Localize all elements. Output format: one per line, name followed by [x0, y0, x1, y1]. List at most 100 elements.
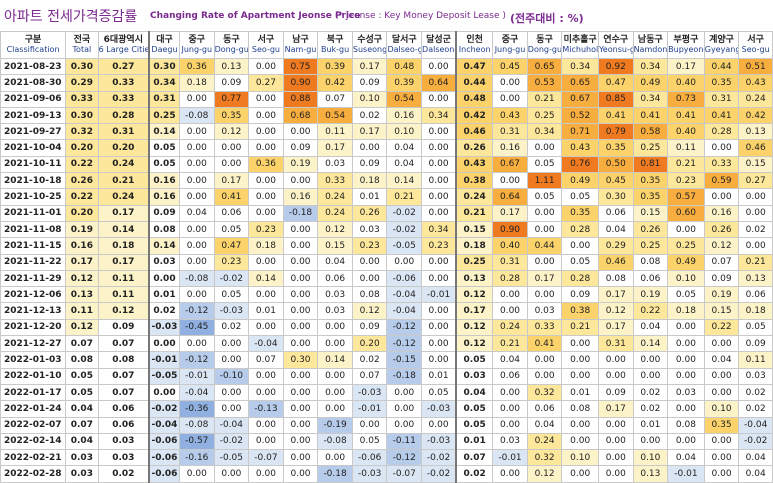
rate-cell: 0.08: [561, 400, 599, 418]
rate-cell: 0.12: [97, 302, 150, 320]
rate-cell: 0.02: [738, 220, 773, 239]
rate-cell: 0.00: [421, 188, 457, 206]
rate-cell: 0.08: [597, 269, 634, 288]
column-header-korean: 동구: [536, 35, 553, 45]
rate-cell: -0.18: [282, 204, 319, 222]
rate-cell: 0.07: [248, 351, 284, 369]
rate-cell: 0.01: [148, 286, 180, 304]
rate-cell: 0.00: [421, 269, 457, 288]
rate-cell: 0.00: [421, 90, 457, 108]
rate-cell: 0.16: [703, 204, 740, 222]
rate-cell: 0.60: [667, 204, 705, 222]
rate-cell: 0.33: [97, 90, 150, 108]
rate-cell: 0.04: [178, 204, 215, 222]
rate-cell: 0.12: [65, 318, 99, 337]
rate-cell: 0.75: [282, 57, 319, 76]
rate-cell: 0.36: [178, 57, 215, 76]
rate-cell: 0.41: [632, 106, 669, 125]
rate-cell: 0.00: [386, 400, 423, 418]
rate-cell: 0.23: [421, 237, 457, 255]
rate-cell: 0.04: [317, 253, 353, 271]
row-date: 2021-11-01: [0, 204, 67, 222]
column-header-korean: 서구: [747, 35, 764, 45]
rate-cell: 0.03: [526, 302, 563, 320]
rate-cell: 0.00: [317, 367, 353, 385]
rate-cell: 0.15: [703, 302, 740, 320]
rate-cell: 0.00: [178, 237, 215, 255]
rate-cell: 0.28: [97, 106, 150, 125]
rate-cell: 0.00: [526, 286, 563, 304]
column-header-korean: 전국: [73, 35, 91, 45]
rate-cell: 0.14: [386, 172, 423, 190]
rate-cell: 0.00: [667, 351, 705, 369]
table-row: 2022-01-17 0.05 0.07 0.00 -0.04 0.00 0.00 0.00 0…: [0, 383, 773, 402]
column-header-english: Gyeyang-gu: [704, 45, 738, 54]
rate-cell: 0.14: [632, 335, 669, 353]
rate-cell: 0.25: [526, 106, 563, 125]
rate-cell: 0.00: [178, 90, 215, 108]
rate-cell: 0.04: [738, 449, 773, 467]
rate-cell: 0.02: [632, 383, 669, 402]
rate-cell: 0.50: [597, 155, 634, 174]
rate-cell: 0.00: [703, 139, 740, 157]
rate-cell: 0.52: [561, 106, 599, 125]
rate-cell: 0.31: [492, 123, 528, 141]
rate-cell: 0.47: [455, 57, 494, 76]
rate-cell: 0.00: [421, 416, 457, 434]
rate-cell: 0.05: [455, 416, 494, 434]
rate-cell: -0.04: [213, 416, 250, 434]
rate-cell: 0.33: [317, 172, 353, 190]
rate-cell: -0.45: [178, 318, 215, 337]
rate-cell: 0.06: [213, 204, 250, 222]
rate-cell: 0.04: [386, 139, 423, 157]
rate-cell: 0.41: [703, 106, 740, 125]
rate-cell: -0.04: [738, 416, 773, 434]
rate-cell: 0.00: [213, 400, 250, 418]
rate-cell: 0.12: [526, 465, 563, 483]
rate-cell: -0.08: [178, 416, 215, 434]
column-header: 달성군Dalseong-gun: [421, 31, 457, 59]
rate-cell: 0.27: [248, 74, 284, 92]
rate-cell: 0.12: [455, 335, 494, 353]
rate-cell: 0.09: [597, 383, 634, 402]
rate-cell: 0.85: [597, 90, 634, 108]
rate-cell: -0.05: [386, 237, 423, 255]
row-date: 2022-02-07: [0, 416, 67, 434]
table-row: 2021-11-01 0.20 0.17 0.09 0.04 0.06 0.00 -0.18 0…: [0, 204, 773, 222]
rate-cell: 0.28: [561, 220, 599, 239]
rate-cell: 0.04: [597, 220, 634, 239]
rate-cell: 0.07: [65, 335, 99, 353]
rate-cell: -0.03: [351, 465, 388, 483]
rate-cell: 0.05: [351, 432, 388, 451]
rate-cell: 0.38: [455, 172, 494, 190]
rate-cell: -0.02: [421, 449, 457, 467]
rate-cell: 0.44: [526, 237, 563, 255]
rate-cell: 0.04: [738, 465, 773, 483]
rate-cell: 0.24: [455, 188, 494, 206]
rate-cell: 0.00: [248, 123, 284, 141]
rate-cell: 0.03: [317, 286, 353, 304]
column-header: 서구 Seo-gu: [248, 31, 284, 59]
rate-cell: 0.65: [526, 57, 563, 76]
rate-cell: 0.35: [561, 204, 599, 222]
row-date: 2021-09-27: [0, 123, 67, 141]
rate-cell: 0.41: [667, 106, 705, 125]
rate-cell: 0.45: [597, 172, 634, 190]
rate-cell: 0.17: [597, 318, 634, 337]
rate-cell: -0.18: [317, 465, 353, 483]
rate-cell: 0.42: [317, 74, 353, 92]
rate-cell: -0.12: [386, 335, 423, 353]
column-header-english: Michuhol-gu: [562, 45, 599, 54]
rate-cell: 0.00: [178, 139, 215, 157]
row-date: 2021-11-08: [0, 220, 67, 239]
column-header-english: Daegu: [151, 45, 178, 54]
rate-cell: 0.05: [213, 220, 250, 239]
table-row: 2021-10-18 0.26 0.21 0.16 0.00 0.17 0.00 0.00 0.…: [0, 172, 773, 190]
rate-cell: 0.09: [97, 318, 150, 337]
rate-cell: 0.00: [351, 416, 388, 434]
rate-cell: 0.12: [317, 220, 353, 239]
column-header-korean: 구분: [24, 35, 42, 45]
rate-cell: -0.02: [421, 465, 457, 483]
table-row: 2021-12-20 0.12 0.09 -0.03 -0.45 0.02 0.00 0.00…: [0, 318, 773, 337]
